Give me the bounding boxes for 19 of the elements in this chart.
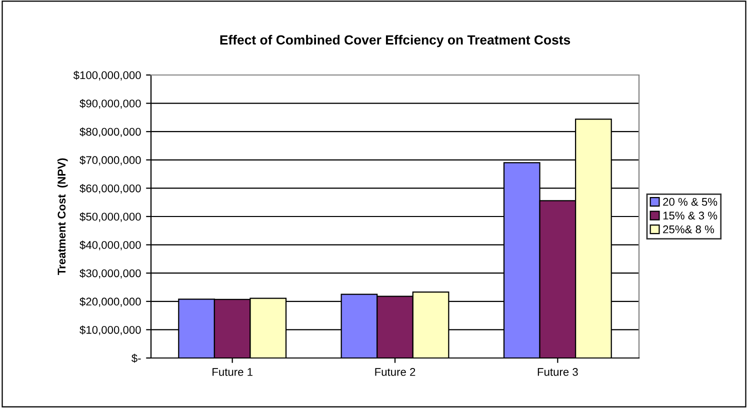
y-tick-label: $70,000,000 [80,156,141,166]
x-tick-label: Future 2 [375,368,416,376]
y-tick-label: $90,000,000 [80,99,141,109]
legend-label: 25%& 8 % [663,225,714,234]
y-tick-label: $- [132,354,141,363]
y-tick-label: $60,000,000 [80,184,141,194]
x-tick-label: Future 3 [538,368,578,376]
legend-label: 15% & 3 % [663,212,718,220]
y-tick-label: $80,000,000 [80,127,141,138]
y-tick-label: $100,000,000 [73,70,141,80]
y-tick-label: $50,000,000 [80,212,141,222]
y-tick-label: $10,000,000 [80,326,141,336]
chart-title: Effect of Combined Cover Effciency on Treatment Costs [220,34,570,48]
y-tick-label: $20,000,000 [80,297,141,307]
y-tick-label: $30,000,000 [80,268,141,279]
x-tick-label: Future 1 [212,368,252,376]
y-axis-title: Treatment Cost (NPV) [57,158,68,276]
y-tick-label: $40,000,000 [80,240,141,250]
legend-label: 20 % & 5% [663,198,718,206]
